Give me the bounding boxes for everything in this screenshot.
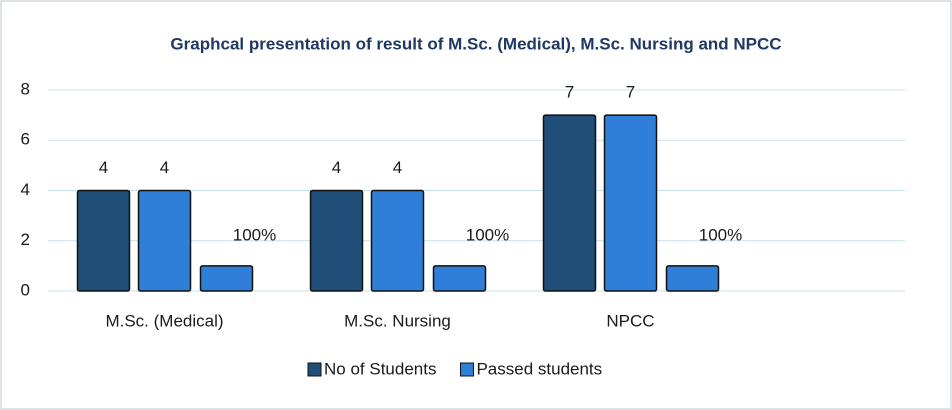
bar xyxy=(603,114,658,292)
x-tick-label: M.Sc. Nursing xyxy=(344,311,451,330)
legend-swatch xyxy=(307,362,322,377)
data-label: 7 xyxy=(626,83,635,102)
data-label: 100% xyxy=(233,225,276,244)
data-label: 100% xyxy=(466,225,509,244)
y-tick-label: 2 xyxy=(21,230,30,249)
x-tick-label: M.Sc. (Medical) xyxy=(105,311,223,330)
bar xyxy=(665,265,720,292)
data-label: 4 xyxy=(332,158,341,177)
y-tick-label: 0 xyxy=(21,280,30,299)
data-label: 7 xyxy=(565,83,574,102)
legend-label: Passed students xyxy=(476,359,602,378)
data-label: 4 xyxy=(393,158,402,177)
legend-label: No of Students xyxy=(324,359,436,378)
bar xyxy=(432,265,487,292)
data-label: 100% xyxy=(699,225,742,244)
data-label: 4 xyxy=(160,158,169,177)
y-tick-label: 8 xyxy=(21,79,30,98)
legend-swatch xyxy=(459,362,474,377)
x-tick-label: NPCC xyxy=(606,311,654,330)
y-tick-label: 4 xyxy=(21,180,30,199)
bar xyxy=(199,265,254,292)
bar xyxy=(76,189,131,292)
bar xyxy=(370,189,425,292)
bar xyxy=(309,189,364,292)
y-tick-label: 6 xyxy=(21,130,30,149)
bar xyxy=(542,114,597,292)
bar xyxy=(137,189,192,292)
chart-title: Graphcal presentation of result of M.Sc.… xyxy=(170,34,781,53)
data-label: 4 xyxy=(99,158,108,177)
